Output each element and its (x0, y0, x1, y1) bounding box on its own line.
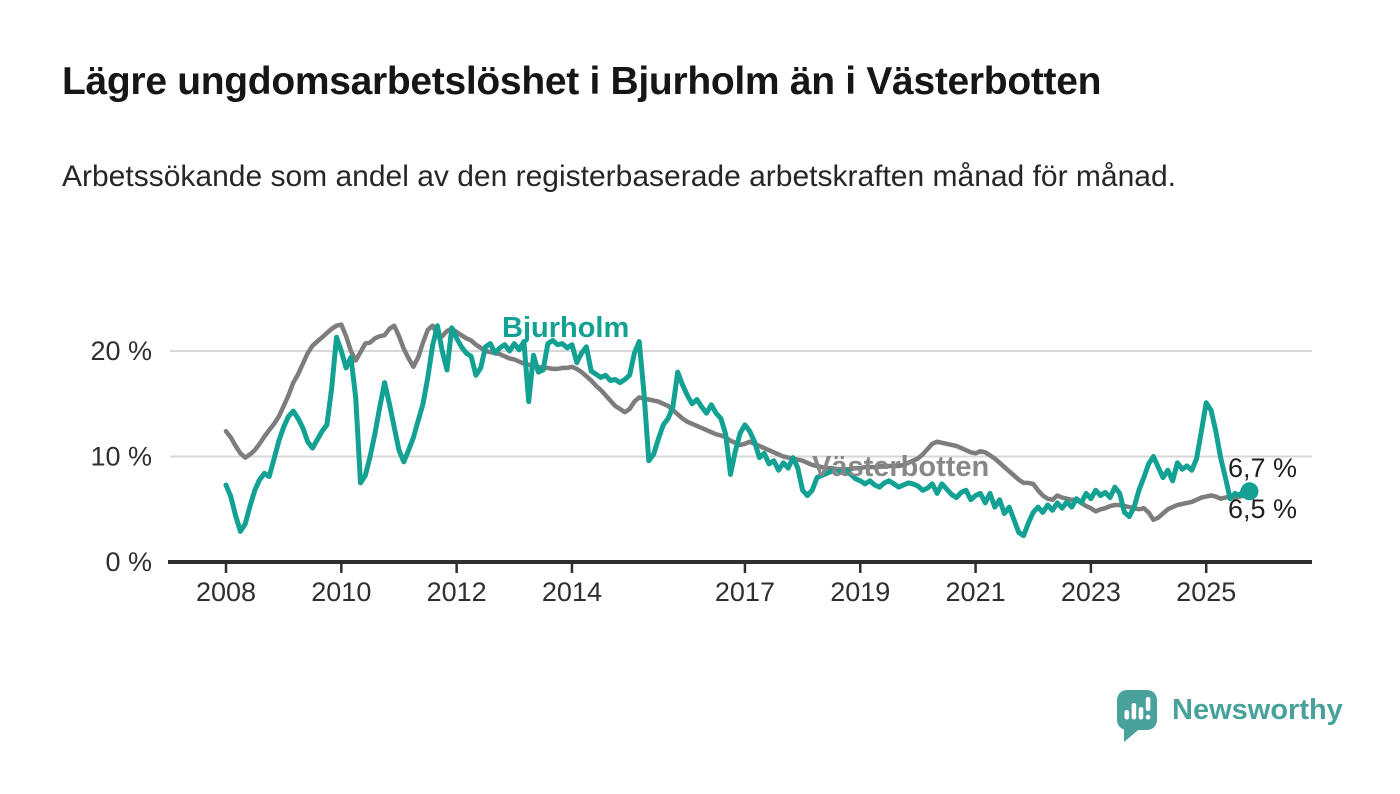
x-tick-label: 2025 (1176, 577, 1236, 607)
x-tick-label: 2017 (715, 577, 775, 607)
x-tick-label: 2012 (427, 577, 487, 607)
series-label-bjurholm: Bjurholm (502, 312, 629, 344)
brand-wordmark: Newsworthy (1172, 694, 1343, 726)
x-tick-label: 2010 (311, 577, 371, 607)
x-axis: 2008 2010 2012 2014 2017 2019 2021 2023 2025 (168, 560, 1312, 607)
chart-subtitle: Arbetssökande som andel av den registerb… (62, 160, 1176, 193)
chart-title: Lägre ungdomsarbetslöshet i Bjurholm än … (62, 60, 1102, 103)
y-axis-label: 20 % (90, 336, 152, 366)
end-value-label-vasterbotten: 6,5 % (1228, 494, 1297, 524)
series-label-vasterbotten: Västerbotten (812, 451, 989, 483)
x-tick-label: 2008 (196, 577, 256, 607)
x-tick-label: 2023 (1061, 577, 1121, 607)
logo-bubble (1117, 690, 1157, 730)
logo-bubble-tail (1124, 724, 1143, 742)
logo-bars-icon (1124, 697, 1151, 720)
series-end-dot (1240, 482, 1259, 501)
series-line-bjurholm (223, 323, 1252, 539)
y-axis-label: 0 % (105, 547, 152, 577)
x-tick-label: 2019 (830, 577, 890, 607)
newsworthy-logo: Newsworthy (1115, 688, 1343, 745)
x-tick-label: 2014 (542, 577, 602, 607)
end-value-label-bjurholm: 6,7 % (1228, 453, 1297, 483)
y-axis-label: 10 % (90, 442, 152, 472)
newsworthy-logo-icon (1117, 690, 1157, 742)
series-lines (223, 322, 1259, 539)
x-tick-label: 2021 (946, 577, 1006, 607)
